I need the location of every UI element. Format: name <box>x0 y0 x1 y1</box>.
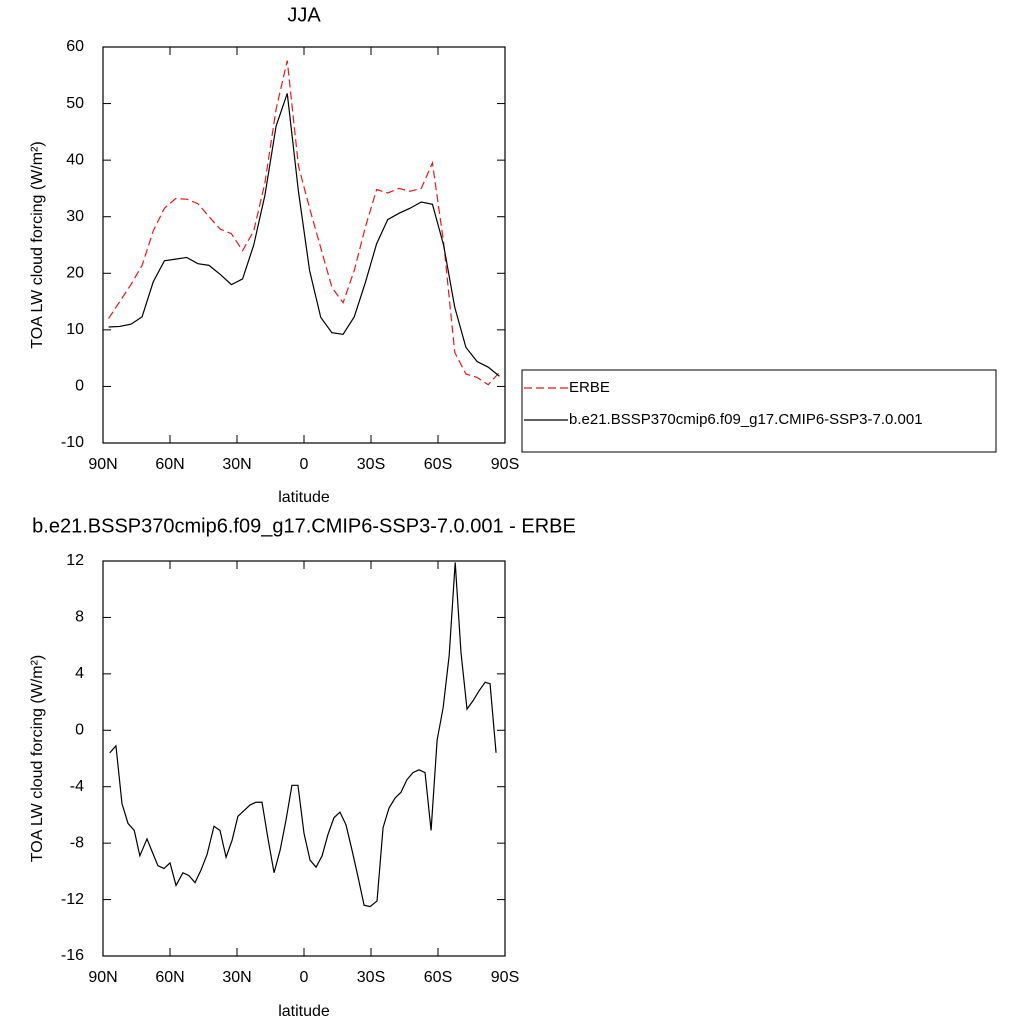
y-tick-label: -8 <box>70 834 84 851</box>
x-tick-label: 60S <box>424 969 452 986</box>
x-tick-label: 90S <box>491 456 519 473</box>
plot-frame <box>102 560 506 957</box>
y-tick-label: -16 <box>61 947 84 964</box>
chart-title: b.e21.BSSP370cmip6.f09_g17.CMIP6-SSP3-7.… <box>32 515 576 537</box>
x-tick-label: 90S <box>491 969 519 986</box>
x-tick-label: 30S <box>357 969 385 986</box>
x-tick-label: 0 <box>300 969 309 986</box>
y-axis-label: TOA LW cloud forcing (W/m²) <box>29 141 46 348</box>
legend-label: ERBE <box>569 379 610 396</box>
data-line <box>108 93 500 377</box>
legend-label: b.e21.BSSP370cmip6.f09_g17.CMIP6-SSP3-7.… <box>569 411 923 428</box>
chart-title: JJA <box>287 4 321 26</box>
y-axis-label: TOA LW cloud forcing (W/m²) <box>29 655 46 862</box>
x-tick-label: 90N <box>88 456 117 473</box>
y-tick-label: 0 <box>75 378 84 395</box>
data-line <box>108 60 500 386</box>
x-axis-label: latitude <box>278 489 330 506</box>
x-tick-label: 60N <box>155 456 184 473</box>
x-tick-label: 30S <box>357 456 385 473</box>
y-tick-label: 20 <box>66 265 84 282</box>
x-tick-label: 90N <box>88 969 117 986</box>
y-tick-label: 60 <box>66 38 84 55</box>
y-tick-label: 30 <box>66 208 84 225</box>
y-tick-label: 12 <box>66 552 84 569</box>
x-tick-label: 30N <box>222 456 251 473</box>
y-tick-label: 40 <box>66 151 84 168</box>
y-tick-label: -12 <box>61 891 84 908</box>
y-tick-label: 10 <box>66 321 84 338</box>
y-tick-label: -4 <box>70 778 84 795</box>
y-tick-label: 8 <box>75 609 84 626</box>
x-tick-label: 60N <box>155 969 184 986</box>
y-tick-label: 4 <box>75 665 84 682</box>
x-tick-label: 30N <box>222 969 251 986</box>
x-tick-label: 0 <box>300 456 309 473</box>
legend-box <box>521 369 997 453</box>
y-tick-label: -10 <box>61 434 84 451</box>
panel: JJA latitude TOA LW cloud forcing (W/m²) -1… <box>29 4 997 506</box>
data-line <box>109 562 497 908</box>
x-tick-label: 60S <box>424 456 452 473</box>
legend: ERBE b.e21.BSSP370cmip6.f09_g17.CMIP6-SSP… <box>521 369 997 453</box>
x-axis-label: latitude <box>278 1003 330 1020</box>
plot-frame <box>102 46 506 444</box>
y-tick-label: 0 <box>75 722 84 739</box>
panel: b.e21.BSSP370cmip6.f09_g17.CMIP6-SSP3-7.… <box>29 515 576 1020</box>
y-tick-label: 50 <box>66 95 84 112</box>
